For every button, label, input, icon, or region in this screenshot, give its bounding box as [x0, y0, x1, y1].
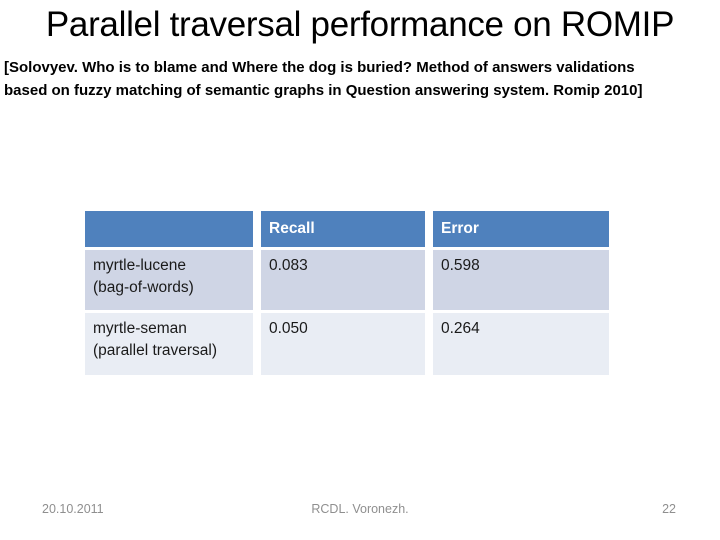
- table-row1-system-cell: myrtle-lucene (bag-of-words): [85, 250, 253, 310]
- footer-page-number: 22: [662, 502, 676, 516]
- table-row2-system-cell: myrtle-seman (parallel traversal): [85, 313, 253, 375]
- row2-system-line1: myrtle-seman: [93, 320, 187, 337]
- citation-line-1: [Solovyev. Who is to blame and Where the…: [4, 59, 635, 76]
- footer-venue: RCDL. Voronezh.: [311, 502, 409, 516]
- table-header-error: Error: [433, 211, 609, 247]
- table-row1-error-cell: 0.598: [433, 250, 609, 310]
- footer-date: 20.10.2011: [42, 502, 104, 516]
- performance-table: Recall Error myrtle-lucene (bag-of-words…: [85, 211, 609, 375]
- citation-text: [Solovyev. Who is to blame and Where the…: [4, 57, 716, 102]
- citation-line-2: based on fuzzy matching of semantic grap…: [4, 81, 643, 99]
- row2-system-line2: (parallel traversal): [93, 342, 218, 359]
- table-header-corner: [85, 211, 253, 247]
- row1-system-line1: myrtle-lucene: [93, 257, 187, 274]
- table-row1-recall-cell: 0.083: [261, 250, 425, 310]
- table-header-recall: Recall: [261, 211, 425, 247]
- row1-system-line2: (bag-of-words): [93, 279, 194, 296]
- slide-title: Parallel traversal performance on ROMIP: [45, 5, 675, 44]
- table-row2-recall-cell: 0.050: [261, 313, 425, 375]
- table-row2-error-cell: 0.264: [433, 313, 609, 375]
